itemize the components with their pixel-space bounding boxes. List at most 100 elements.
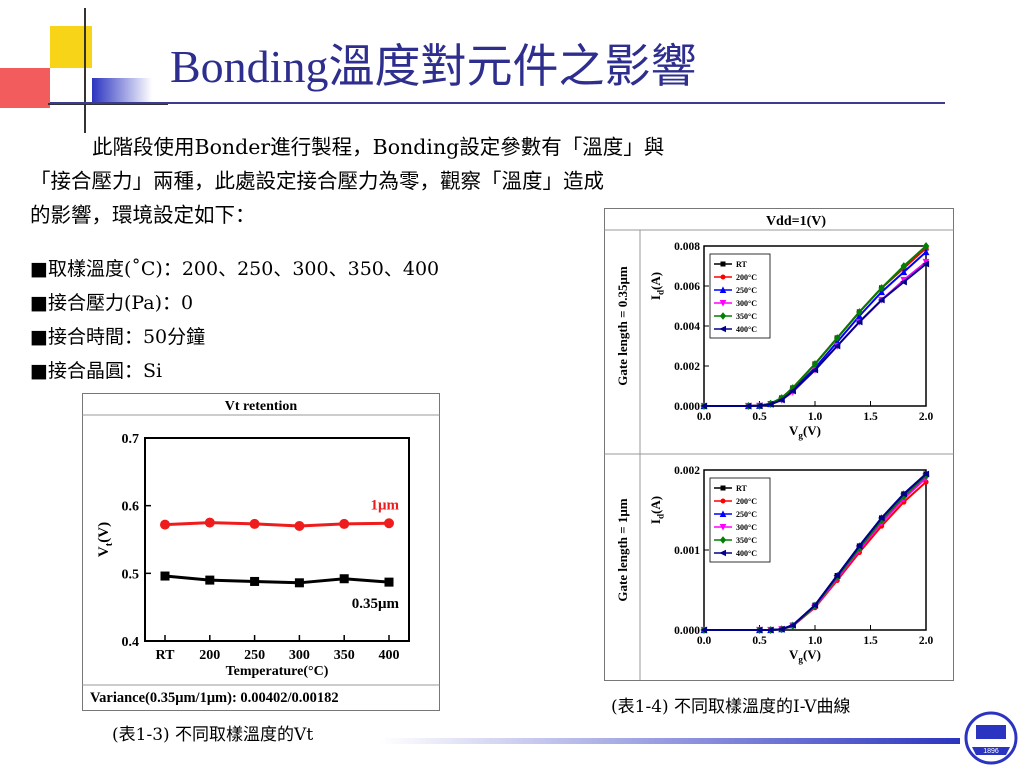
iv-bottom-data-point <box>833 572 841 580</box>
vt-x-tick-label: 350 <box>334 648 355 663</box>
iv-top-data-point <box>922 260 930 268</box>
iv-bottom-data-point <box>700 626 708 634</box>
iv-bottom-legend-marker <box>719 510 727 517</box>
iv-top-legend-label: RT <box>736 260 747 269</box>
iv-top-legend-label: 400°C <box>736 325 757 334</box>
iv-top-data-point <box>877 296 885 304</box>
iv-top-data-point <box>833 342 841 350</box>
iv-top-legend-marker <box>719 286 727 293</box>
vt-chart-footer: Variance(0.35μm/1μm): 0.00402/0.00182 <box>90 690 339 706</box>
iv-top-legend-marker <box>719 300 727 307</box>
param-item-temperature: ■取樣溫度(˚C)：200、250、300、350、400 <box>30 258 440 280</box>
iv-bottom-y-tick-label: 0.001 <box>674 545 700 557</box>
vt-data-point <box>249 518 260 529</box>
iv-top-data-point <box>922 248 930 256</box>
iv-top-data-point <box>855 312 863 320</box>
iv-top-legend-box <box>709 253 771 339</box>
iv-top-legend-marker <box>720 261 726 267</box>
vt-series-label: 1μm <box>371 497 400 513</box>
iv-top-x-tick-label: 1.5 <box>863 411 878 423</box>
decor-blue-block <box>92 78 152 102</box>
iv-top-y-tick-label: 0.000 <box>674 401 700 413</box>
intro-line: 此階段使用Bonder進行製程，Bonding設定參數有「溫度」與 <box>92 135 665 159</box>
iv-bottom-data-point <box>766 626 774 634</box>
iv-top-data-point <box>900 262 908 270</box>
iv-bottom-data-point <box>877 514 885 522</box>
iv-top-data-point <box>878 284 885 292</box>
iv-top-x-axis-label: Vg(V) <box>789 423 821 440</box>
iv-bottom-x-tick-label: 0.0 <box>697 635 712 647</box>
iv-top-data-point <box>900 278 907 286</box>
vt-y-axis-label: Vt(V) <box>96 522 115 557</box>
param-item-pressure: ■接合壓力(Pa)：0 <box>30 292 194 314</box>
iv-bottom-legend-marker <box>719 536 727 544</box>
vt-data-point <box>294 520 305 531</box>
vt-data-point <box>384 518 394 529</box>
footer-gradient-bar <box>380 738 960 744</box>
iv-top-data-point <box>789 387 796 395</box>
iv-top-panel-title: Gate length = 0.35μm <box>615 266 630 386</box>
vt-plot-frame <box>144 437 410 642</box>
iv-top-legend-label: 300°C <box>736 299 757 308</box>
vt-x-tick-label: RT <box>156 648 176 663</box>
vt-data-point <box>294 578 304 588</box>
iv-bottom-legend-label: 250°C <box>736 510 757 519</box>
vt-series-label: 0.35μm <box>352 596 400 612</box>
iv-bottom-x-axis-label: Vg(V) <box>789 647 821 664</box>
parameter-list: ■取樣溫度(˚C)：200、250、300、350、400 ■接合壓力(Pa)：… <box>30 252 439 388</box>
vt-data-point <box>204 517 215 528</box>
vt-x-tick-label: 300 <box>289 648 310 663</box>
iv-top-y-axis-label: Id(A) <box>648 272 665 300</box>
iv-bottom-legend-marker <box>720 498 726 504</box>
iv-top-legend-label: 350°C <box>736 312 757 321</box>
vt-series-line <box>164 521 390 528</box>
iv-top-data-point <box>922 242 930 250</box>
iv-bottom-legend-marker <box>719 524 727 531</box>
vt-x-tick-label: 400 <box>379 648 400 663</box>
iv-bottom-legend-label: 300°C <box>736 523 757 532</box>
iv-bottom-x-tick-label: 1.0 <box>808 635 823 647</box>
intro-line: 「接合壓力」兩種，此處設定接合壓力為零，觀察「溫度」造成 <box>30 169 604 193</box>
iv-bottom-x-tick-label: 0.5 <box>752 635 767 647</box>
iv-top-y-tick-label: 0.004 <box>674 321 700 333</box>
iv-bottom-data-point <box>922 470 930 478</box>
iv-bottom-data-point <box>811 601 819 609</box>
iv-bottom-data-point <box>923 479 929 485</box>
iv-top-data-point <box>766 400 774 408</box>
vt-data-point <box>250 576 260 586</box>
iv-top-legend-marker <box>719 312 727 320</box>
vt-data-point <box>160 519 170 530</box>
iv-top-legend-label: 250°C <box>736 286 757 295</box>
intro-line: 的影響，環境設定如下： <box>30 203 256 227</box>
iv-bottom-legend-label: 350°C <box>736 536 757 545</box>
iv-bottom-data-point <box>900 490 907 498</box>
iv-top-y-tick-label: 0.002 <box>674 361 700 373</box>
iv-top-data-point <box>833 334 841 342</box>
vt-y-tick-label: 0.5 <box>122 567 140 582</box>
iv-bottom-legend-label: RT <box>736 484 747 493</box>
decor-vertical-line <box>84 8 86 133</box>
iv-bottom-y-axis-label: Id(A) <box>648 496 665 524</box>
vt-x-tick-label: 200 <box>199 648 220 663</box>
decor-red-block <box>0 68 50 108</box>
iv-top-legend-label: 200°C <box>736 273 757 282</box>
iv-top-data-point <box>811 366 819 374</box>
vt-chart-header: Vt retention <box>225 399 298 414</box>
logo-year: 1896 <box>983 748 999 755</box>
vt-data-point <box>384 577 394 587</box>
iv-top-x-tick-label: 0.5 <box>752 411 767 423</box>
iv-curve-chart: Vdd=1(V) 0.000 0.002 0.004 0.006 0.008 0.0 0.5… <box>604 208 954 681</box>
intro-paragraph: 此階段使用Bonder進行製程，Bonding設定參數有「溫度」與 「接合壓力」… <box>30 130 925 232</box>
iv-top-data-point <box>856 308 863 316</box>
iv-bottom-panel-title: Gate length = 1μm <box>615 498 630 601</box>
param-item-wafer: ■接合晶圓：Si <box>30 360 163 382</box>
vt-data-point <box>339 518 350 529</box>
iv-bottom-data-point <box>789 621 796 629</box>
vt-y-tick-label: 0.7 <box>122 432 140 447</box>
vt-y-tick-label: 0.6 <box>122 500 140 515</box>
iv-top-legend-marker <box>720 274 726 280</box>
iv-bottom-y-tick-label: 0.002 <box>674 465 700 477</box>
vt-plot-area: 0.4 0.5 0.6 0.7 RT 200 250 300 350 400 Temperature… <box>96 432 410 679</box>
iv-top-data-point <box>878 288 886 296</box>
iv-bottom-data-point <box>855 542 863 550</box>
